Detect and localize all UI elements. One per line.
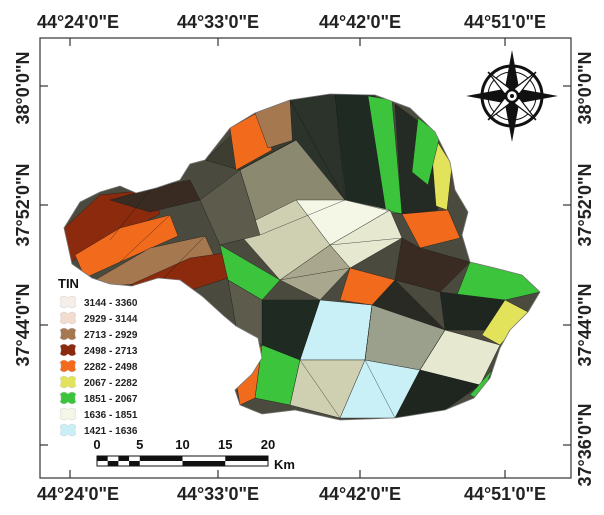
left-latitude-label: 37°52'0"N	[13, 163, 33, 246]
top-longitude-label: 44°24'0"E	[37, 12, 119, 32]
bottom-longitude-label: 44°51'0"E	[464, 484, 546, 504]
scale-bar-cell	[139, 456, 183, 461]
top-longitude-label: 44°51'0"E	[464, 12, 546, 32]
scale-bar-cell	[107, 461, 119, 466]
scale-bar-tick-label: 5	[136, 437, 143, 452]
legend-swatch	[59, 391, 77, 405]
bottom-longitude-label: 44°24'0"E	[37, 484, 119, 504]
right-latitude-label: 37°44'0"N	[575, 283, 595, 366]
scale-bar-cell	[225, 456, 268, 461]
legend-label: 1421 - 1636	[84, 426, 138, 437]
legend: TIN 3144 - 3360 2929 - 3144 2713 - 2929 249…	[58, 276, 138, 437]
legend-items: 3144 - 3360 2929 - 3144 2713 - 2929 2498 - …	[59, 295, 138, 437]
legend-title: TIN	[58, 276, 79, 291]
legend-swatch	[59, 423, 77, 437]
scale-bar-segments	[96, 455, 269, 467]
legend-swatch	[59, 359, 77, 373]
bottom-longitude-label: 44°42'0"E	[319, 484, 401, 504]
legend-swatch	[59, 375, 77, 389]
scale-bar-tick-label: 10	[175, 437, 189, 452]
legend-swatch	[59, 295, 77, 309]
right-latitude-label: 38°0'0"N	[575, 51, 595, 124]
legend-label: 2282 - 2498	[84, 362, 138, 373]
legend-label: 2498 - 2713	[84, 346, 138, 357]
study-area-boundary	[63, 93, 541, 421]
scale-bar-cell	[118, 456, 130, 461]
scale-bar-tick-label: 0	[93, 437, 100, 452]
left-latitude-label: 38°0'0"N	[13, 51, 33, 124]
legend-label: 2929 - 3144	[84, 314, 138, 325]
left-latitude-label: 37°44'0"N	[13, 283, 33, 366]
scale-bar-tick-label: 15	[218, 437, 232, 452]
graticule-ticks	[40, 38, 571, 478]
scale-bar-cell	[182, 461, 226, 466]
scale-bar-tick-labels: 0 5 10 15 20	[93, 437, 275, 452]
scale-bar: 0 5 10 15 20 Km	[93, 437, 295, 472]
top-longitude-label: 44°33'0"E	[177, 12, 259, 32]
right-latitude-label: 37°52'0"N	[575, 163, 595, 246]
bottom-longitude-label: 44°33'0"E	[177, 484, 259, 504]
legend-label: 3144 - 3360	[84, 298, 138, 309]
legend-swatch	[59, 343, 77, 357]
legend-swatch	[59, 407, 77, 421]
legend-label: 2713 - 2929	[84, 330, 138, 341]
scale-bar-tick-label: 20	[261, 437, 275, 452]
scale-bar-cell	[129, 461, 140, 466]
compass-rose-icon	[466, 50, 558, 142]
right-latitude-label: 37°36'0"N	[575, 403, 595, 486]
legend-label: 1851 - 2067	[84, 394, 138, 405]
legend-label: 1636 - 1851	[84, 410, 138, 421]
legend-swatch	[59, 311, 77, 325]
legend-swatch	[59, 327, 77, 341]
scale-bar-unit: Km	[274, 457, 295, 472]
scale-bar-cell	[97, 456, 108, 461]
legend-label: 2067 - 2282	[84, 378, 138, 389]
top-longitude-label: 44°42'0"E	[319, 12, 401, 32]
